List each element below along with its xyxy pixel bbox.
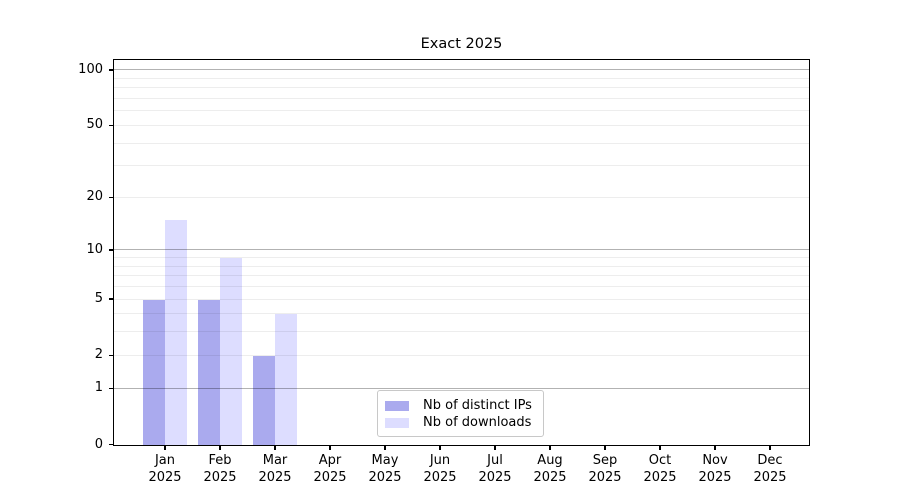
bar-distinct-ips-feb (197, 299, 220, 445)
x-tick-label-jul: Jul 2025 (478, 453, 512, 485)
legend-item-distinct-ips: Nb of distinct IPs (385, 397, 535, 414)
x-tick-label-mar: Mar 2025 (258, 453, 292, 485)
y-tick-label-100: 100 (78, 61, 103, 77)
major-gridline-y10 (114, 249, 809, 251)
y-tick-1 (109, 387, 113, 389)
minor-gridline-y80 (114, 87, 809, 89)
legend-swatch-downloads-icon (385, 417, 409, 428)
bar-distinct-ips-jan (142, 299, 165, 445)
x-tick-label-jun: Jun 2025 (423, 453, 457, 485)
minor-gridline-y6 (114, 286, 809, 287)
x-tick-label-aug: Aug 2025 (533, 453, 567, 485)
minor-gridline-y2 (114, 354, 809, 356)
legend-label-downloads: Nb of downloads (423, 415, 532, 430)
bar-distinct-ips-mar (252, 355, 275, 445)
bar-downloads-feb (219, 258, 242, 445)
y-tick-label-2: 2 (94, 347, 103, 363)
bar-downloads-jan (164, 219, 187, 445)
x-tick-label-may: May 2025 (368, 453, 402, 485)
minor-gridline-y7 (114, 275, 809, 277)
legend-swatch-distinct-ips-icon (385, 400, 409, 411)
y-tick-label-0: 0 (94, 436, 103, 452)
x-tick-label-nov: Nov 2025 (698, 453, 732, 485)
x-tick-oct (659, 446, 661, 450)
y-tick-2 (109, 354, 113, 356)
minor-gridline-y3 (114, 331, 809, 333)
x-tick-label-sep: Sep 2025 (588, 453, 622, 485)
x-tick-nov (714, 446, 716, 450)
minor-gridline-y9 (114, 257, 809, 258)
x-tick-jan (164, 446, 166, 450)
y-tick-label-10: 10 (86, 241, 103, 257)
y-tick-10 (109, 249, 113, 251)
y-tick-label-1: 1 (94, 380, 103, 396)
x-tick-may (384, 446, 386, 450)
x-tick-feb (219, 446, 221, 450)
bar-downloads-mar (274, 314, 297, 445)
major-gridline-y100 (114, 69, 809, 71)
legend-item-downloads: Nb of downloads (385, 414, 535, 431)
legend: Nb of distinct IPs Nb of downloads (377, 390, 544, 437)
x-tick-sep (604, 446, 606, 450)
y-tick-label-20: 20 (86, 189, 103, 205)
x-tick-label-oct: Oct 2025 (643, 453, 677, 485)
minor-gridline-y5 (114, 298, 809, 300)
y-tick-5 (109, 298, 113, 300)
plot-inner (114, 60, 809, 445)
x-tick-label-feb: Feb 2025 (203, 453, 237, 485)
chart-title: Exact 2025 (420, 36, 503, 52)
x-tick-label-jan: Jan 2025 (148, 453, 182, 485)
minor-gridline-y8 (114, 265, 809, 267)
y-tick-20 (109, 196, 113, 198)
minor-gridline-y90 (114, 77, 809, 79)
y-tick-label-50: 50 (86, 117, 103, 133)
plot-area (113, 59, 810, 446)
x-tick-jun (439, 446, 441, 450)
minor-gridline-y50 (114, 124, 809, 126)
x-tick-mar (274, 446, 276, 450)
minor-gridline-y40 (114, 142, 809, 144)
legend-label-distinct-ips: Nb of distinct IPs (423, 398, 532, 413)
x-tick-label-dec: Dec 2025 (753, 453, 787, 485)
x-tick-jul (494, 446, 496, 450)
x-tick-label-apr: Apr 2025 (313, 453, 347, 485)
y-tick-100 (109, 69, 113, 71)
y-tick-label-5: 5 (94, 291, 103, 306)
x-tick-aug (549, 446, 551, 450)
minor-gridline-y20 (114, 196, 809, 198)
minor-gridline-y60 (114, 110, 809, 112)
y-tick-0 (109, 443, 113, 446)
minor-gridline-y30 (114, 165, 809, 167)
minor-gridline-y70 (114, 97, 809, 99)
y-tick-50 (109, 124, 113, 126)
x-tick-dec (769, 446, 771, 450)
minor-gridline-y4 (114, 313, 809, 315)
x-tick-apr (329, 446, 331, 450)
major-gridline-y1 (114, 387, 809, 389)
